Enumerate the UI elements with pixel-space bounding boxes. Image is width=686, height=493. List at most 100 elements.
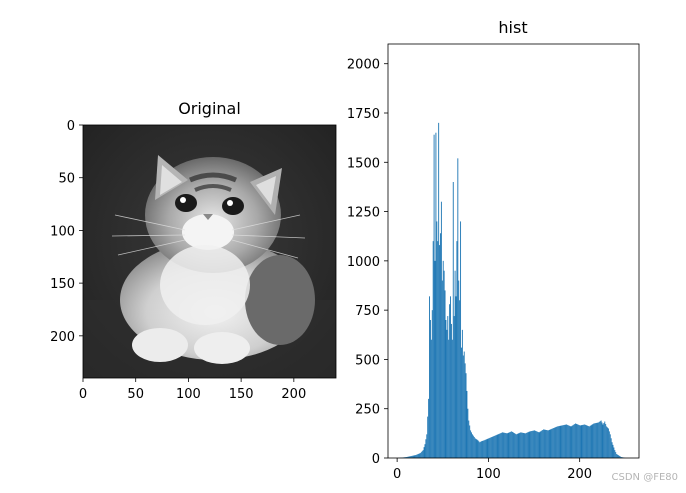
- hist-bar: [516, 433, 518, 458]
- hist-bar: [503, 432, 505, 458]
- hist-bar: [466, 390, 468, 458]
- hist-bar: [469, 425, 471, 458]
- y-tick-label: 150: [50, 277, 75, 292]
- hist-bar: [482, 440, 483, 458]
- hist-bar: [479, 442, 481, 458]
- hist-bar: [502, 432, 504, 458]
- hist-bar: [513, 433, 515, 458]
- hist-bar: [564, 424, 566, 458]
- hist-bar: [492, 436, 493, 458]
- hist-bar: [483, 440, 485, 458]
- hist-bar: [618, 455, 620, 458]
- hist-bar: [414, 455, 416, 458]
- x-tick-label: 100: [476, 467, 501, 482]
- y-tick-label: 0: [372, 452, 380, 467]
- hist-bar: [477, 440, 479, 458]
- x-tick-label: 100: [176, 387, 201, 402]
- hist-bar: [411, 455, 413, 458]
- hist-bar: [592, 424, 594, 458]
- hist-bars: [398, 122, 626, 459]
- hist-bar: [426, 434, 428, 458]
- hist-bar: [611, 442, 613, 458]
- hist-bar: [518, 433, 520, 458]
- hist-bar: [591, 424, 593, 458]
- hist-bar: [431, 310, 433, 458]
- hist-bar: [549, 429, 551, 458]
- hist-bar: [425, 439, 427, 458]
- hist-bar: [605, 423, 607, 458]
- hist-bar: [609, 434, 611, 458]
- hist-bar: [488, 438, 490, 458]
- hist-bar: [531, 430, 533, 458]
- hist-bar: [593, 423, 595, 458]
- x-tick-label: 150: [229, 387, 254, 402]
- hist-bar: [410, 456, 412, 458]
- hist-bar: [510, 431, 512, 458]
- hist-bar: [449, 304, 451, 458]
- hist-bar: [581, 425, 583, 458]
- hist-bar: [452, 182, 454, 458]
- hist-bar: [573, 424, 575, 458]
- x-tick-label: 0: [79, 387, 87, 402]
- hist-bar: [555, 426, 557, 458]
- x-tick-label: 50: [127, 387, 144, 402]
- hist-bar: [617, 454, 619, 458]
- hist-bar: [565, 424, 566, 458]
- hist-bar: [496, 434, 498, 458]
- hist-bar: [508, 432, 510, 458]
- hist-bar: [523, 433, 525, 458]
- hist-bar: [467, 408, 469, 458]
- hist-bar: [586, 425, 587, 458]
- hist-bar: [566, 424, 568, 458]
- hist-bar: [520, 432, 522, 458]
- hist-bar: [587, 426, 589, 458]
- hist-bar: [440, 233, 441, 458]
- hist-bar: [600, 420, 602, 458]
- hist-bar: [569, 426, 571, 458]
- hist-bar: [533, 430, 535, 458]
- hist-bar: [539, 431, 541, 458]
- hist-bar: [415, 455, 417, 458]
- hist-bar: [419, 453, 421, 458]
- hist-bar: [604, 421, 606, 458]
- hist-bar: [529, 431, 531, 458]
- hist-bar: [506, 433, 508, 458]
- hist-bar: [527, 432, 529, 458]
- hist-bar: [487, 438, 489, 458]
- hist-bar: [535, 431, 537, 458]
- y-tick-label: 0: [67, 119, 75, 134]
- hist-bar: [576, 423, 577, 458]
- hist-bar: [598, 421, 600, 458]
- hist-bar: [446, 329, 448, 458]
- hist-bar: [534, 430, 535, 458]
- hist-y-axis: 0 250 500 750 1000 1250 1500 1750 2000: [347, 58, 388, 467]
- hist-bar: [577, 424, 579, 458]
- hist-bar: [417, 454, 419, 458]
- hist-bar: [562, 425, 564, 458]
- hist-bar: [599, 421, 601, 458]
- hist-bar: [582, 424, 584, 458]
- hist-bar: [565, 424, 567, 458]
- hist-bar: [501, 432, 503, 458]
- hist-bar: [473, 436, 475, 458]
- hist-bar: [441, 280, 443, 458]
- y-tick-label: 1750: [347, 107, 380, 122]
- hist-bar: [534, 430, 536, 458]
- y-tick-label: 2000: [347, 58, 380, 73]
- hist-bar: [570, 426, 572, 458]
- hist-bar: [442, 260, 444, 458]
- hist-bar: [461, 347, 462, 458]
- hist-bar: [545, 430, 547, 458]
- hist-bar: [453, 316, 455, 458]
- hist-bar: [620, 457, 622, 458]
- hist-bar: [540, 431, 542, 458]
- original-y-axis: 0 50 100 150 200: [50, 119, 83, 345]
- hist-bar: [619, 456, 621, 458]
- hist-bar: [603, 423, 605, 458]
- hist-bar: [606, 426, 608, 458]
- hist-bar: [574, 424, 576, 458]
- hist-bar: [409, 456, 411, 458]
- hist-bar: [601, 422, 603, 458]
- original-subplot: Original: [50, 99, 337, 402]
